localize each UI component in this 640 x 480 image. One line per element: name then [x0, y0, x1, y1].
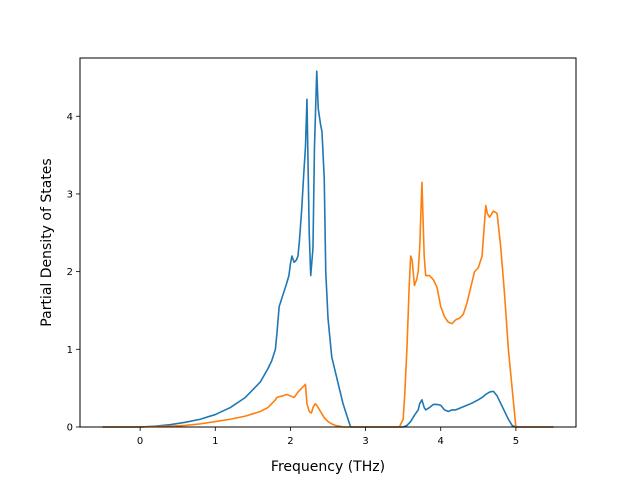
y-tick-label: 0: [67, 423, 73, 434]
axes-frame: [79, 57, 577, 428]
x-axis-ticks: 0 1 2 3 4 5: [137, 427, 519, 447]
y-axis-title: Partial Density of States: [39, 158, 55, 326]
series-1-line: [102, 70, 554, 428]
y-tick-label: 1: [67, 345, 73, 356]
y-tick-label: 4: [67, 112, 73, 123]
series-2-line: [102, 181, 554, 428]
x-tick-label: 5: [513, 436, 519, 447]
y-tick-label: 3: [67, 189, 73, 200]
x-axis-title: Frequency (THz): [271, 459, 385, 475]
y-axis-ticks: 0 1 2 3 4: [67, 112, 80, 434]
x-tick-label: 3: [362, 436, 368, 447]
x-tick-label: 1: [212, 436, 218, 447]
x-tick-label: 4: [438, 436, 444, 447]
x-tick-label: 2: [287, 436, 293, 447]
y-tick-label: 2: [67, 267, 73, 278]
series-layer: [102, 70, 554, 428]
x-tick-label: 0: [137, 436, 143, 447]
